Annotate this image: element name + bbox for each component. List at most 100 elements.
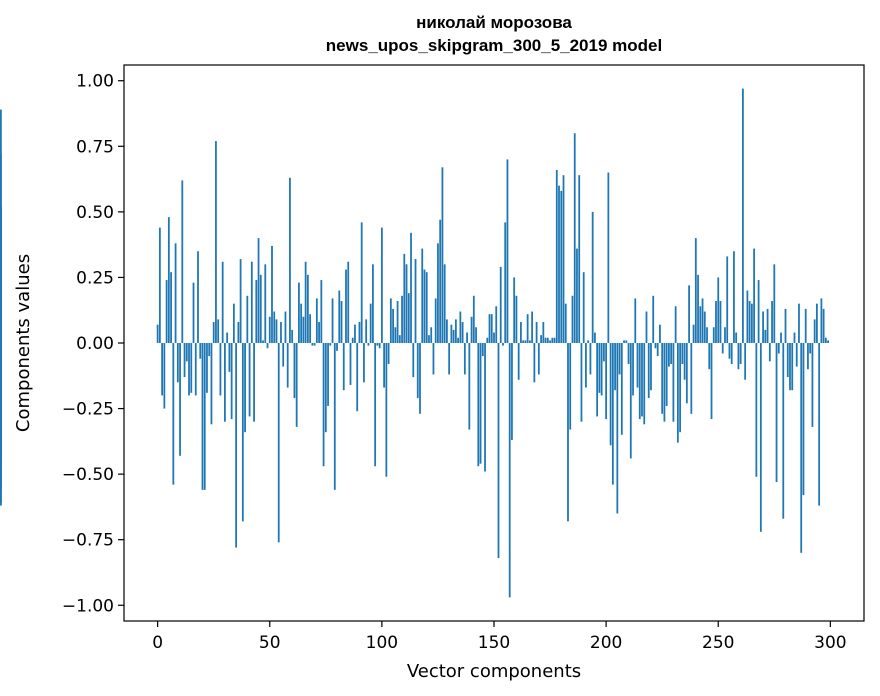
bar-13 bbox=[185, 343, 188, 362]
bar-26 bbox=[215, 141, 217, 343]
bar-49 bbox=[266, 343, 269, 349]
bar-30 bbox=[224, 343, 226, 422]
bar-185 bbox=[571, 295, 574, 343]
bar-70 bbox=[313, 343, 316, 346]
bar-50 bbox=[268, 316, 271, 343]
bar-115 bbox=[414, 259, 417, 343]
bar-80 bbox=[336, 343, 338, 351]
bar-241 bbox=[697, 274, 699, 343]
bar-45 bbox=[257, 238, 260, 343]
bar-218 bbox=[645, 311, 648, 343]
y-axis: 1.00 0.75 0.50 0.25 0.00 −0.25 −0.50 −0.75 −1.00 bbox=[62, 72, 124, 616]
bar-27 bbox=[217, 319, 220, 343]
bar-126 bbox=[439, 219, 442, 343]
bar-47 bbox=[262, 340, 264, 343]
bar-139 bbox=[468, 343, 471, 430]
bar-153 bbox=[499, 266, 502, 343]
bar-203 bbox=[611, 343, 614, 485]
bar-275 bbox=[773, 264, 776, 343]
bar-190 bbox=[582, 272, 585, 343]
bar-280 bbox=[784, 308, 787, 343]
y-tick-label: 0.50 bbox=[76, 203, 114, 223]
bar-224 bbox=[659, 324, 661, 343]
bar-287 bbox=[800, 343, 803, 553]
bar-168 bbox=[533, 343, 536, 383]
bar-197 bbox=[598, 343, 601, 393]
bar-151 bbox=[495, 306, 498, 343]
bar-236 bbox=[685, 343, 688, 404]
bar-142 bbox=[475, 327, 477, 343]
bar-68 bbox=[309, 314, 312, 343]
bar-undefined bbox=[0, 343, 2, 367]
bar-213 bbox=[634, 298, 637, 343]
bar-180 bbox=[560, 190, 563, 343]
bar-8 bbox=[174, 243, 177, 343]
bar-93 bbox=[365, 319, 368, 343]
bar-198 bbox=[600, 343, 603, 396]
bar-112 bbox=[407, 293, 410, 343]
bar-271 bbox=[764, 329, 767, 343]
bar-83 bbox=[342, 343, 345, 391]
bar-253 bbox=[724, 327, 726, 343]
bar-137 bbox=[463, 343, 466, 375]
bar-200 bbox=[605, 343, 608, 420]
bar-105 bbox=[392, 308, 394, 343]
bar-72 bbox=[318, 322, 320, 343]
bar-116 bbox=[416, 343, 419, 399]
bar-251 bbox=[719, 301, 722, 343]
bar-12 bbox=[183, 343, 186, 378]
bar-152 bbox=[497, 343, 500, 559]
bar-149 bbox=[490, 314, 493, 343]
bar-265 bbox=[750, 303, 753, 343]
bar-163 bbox=[522, 340, 525, 343]
bar-14 bbox=[188, 343, 190, 396]
bar-28 bbox=[219, 343, 222, 396]
bar-62 bbox=[295, 343, 298, 427]
bar-103 bbox=[387, 343, 390, 364]
bar-286 bbox=[798, 303, 800, 343]
bar-249 bbox=[715, 301, 717, 343]
bar-31 bbox=[226, 332, 229, 343]
bar-216 bbox=[641, 343, 643, 417]
bar-246 bbox=[708, 343, 711, 370]
bar-292 bbox=[811, 343, 814, 427]
bar-143 bbox=[477, 343, 480, 467]
bar-242 bbox=[699, 306, 702, 343]
x-axis: 0 50 100 150 200 250 300 bbox=[152, 621, 847, 653]
y-tick-label: −0.75 bbox=[62, 531, 114, 551]
bar-141 bbox=[472, 295, 475, 343]
bar-239 bbox=[692, 324, 695, 343]
bar-86 bbox=[349, 343, 352, 385]
bar-220 bbox=[650, 343, 652, 391]
bar-120 bbox=[425, 272, 428, 343]
bar-255 bbox=[728, 343, 731, 359]
x-axis-label: Vector components bbox=[407, 661, 581, 682]
bar-55 bbox=[280, 322, 282, 343]
bar-35 bbox=[235, 343, 238, 548]
bar-57 bbox=[284, 311, 287, 343]
bar-67 bbox=[306, 274, 309, 343]
bar-0 bbox=[156, 324, 159, 343]
bar-132 bbox=[452, 329, 455, 343]
bar-63 bbox=[298, 282, 300, 343]
bar-297 bbox=[822, 308, 825, 343]
bar-294 bbox=[816, 303, 818, 343]
x-tick-label: 250 bbox=[702, 633, 734, 653]
bar-21 bbox=[203, 343, 206, 490]
bar-69 bbox=[311, 343, 314, 346]
bar-291 bbox=[809, 343, 812, 354]
bar-266 bbox=[753, 248, 756, 343]
bar-279 bbox=[782, 343, 785, 519]
bar-146 bbox=[484, 343, 486, 472]
bar-136 bbox=[461, 322, 464, 343]
bar-92 bbox=[363, 343, 365, 383]
bar-262 bbox=[744, 343, 747, 380]
bar-229 bbox=[670, 343, 673, 364]
bar-268 bbox=[757, 280, 760, 343]
bar-undefined bbox=[0, 343, 2, 459]
chart-subtitle: news_upos_skipgram_300_5_2019 model bbox=[326, 36, 662, 55]
bar-58 bbox=[286, 343, 289, 388]
bar-161 bbox=[517, 343, 520, 380]
x-tick-label: 0 bbox=[152, 633, 163, 653]
